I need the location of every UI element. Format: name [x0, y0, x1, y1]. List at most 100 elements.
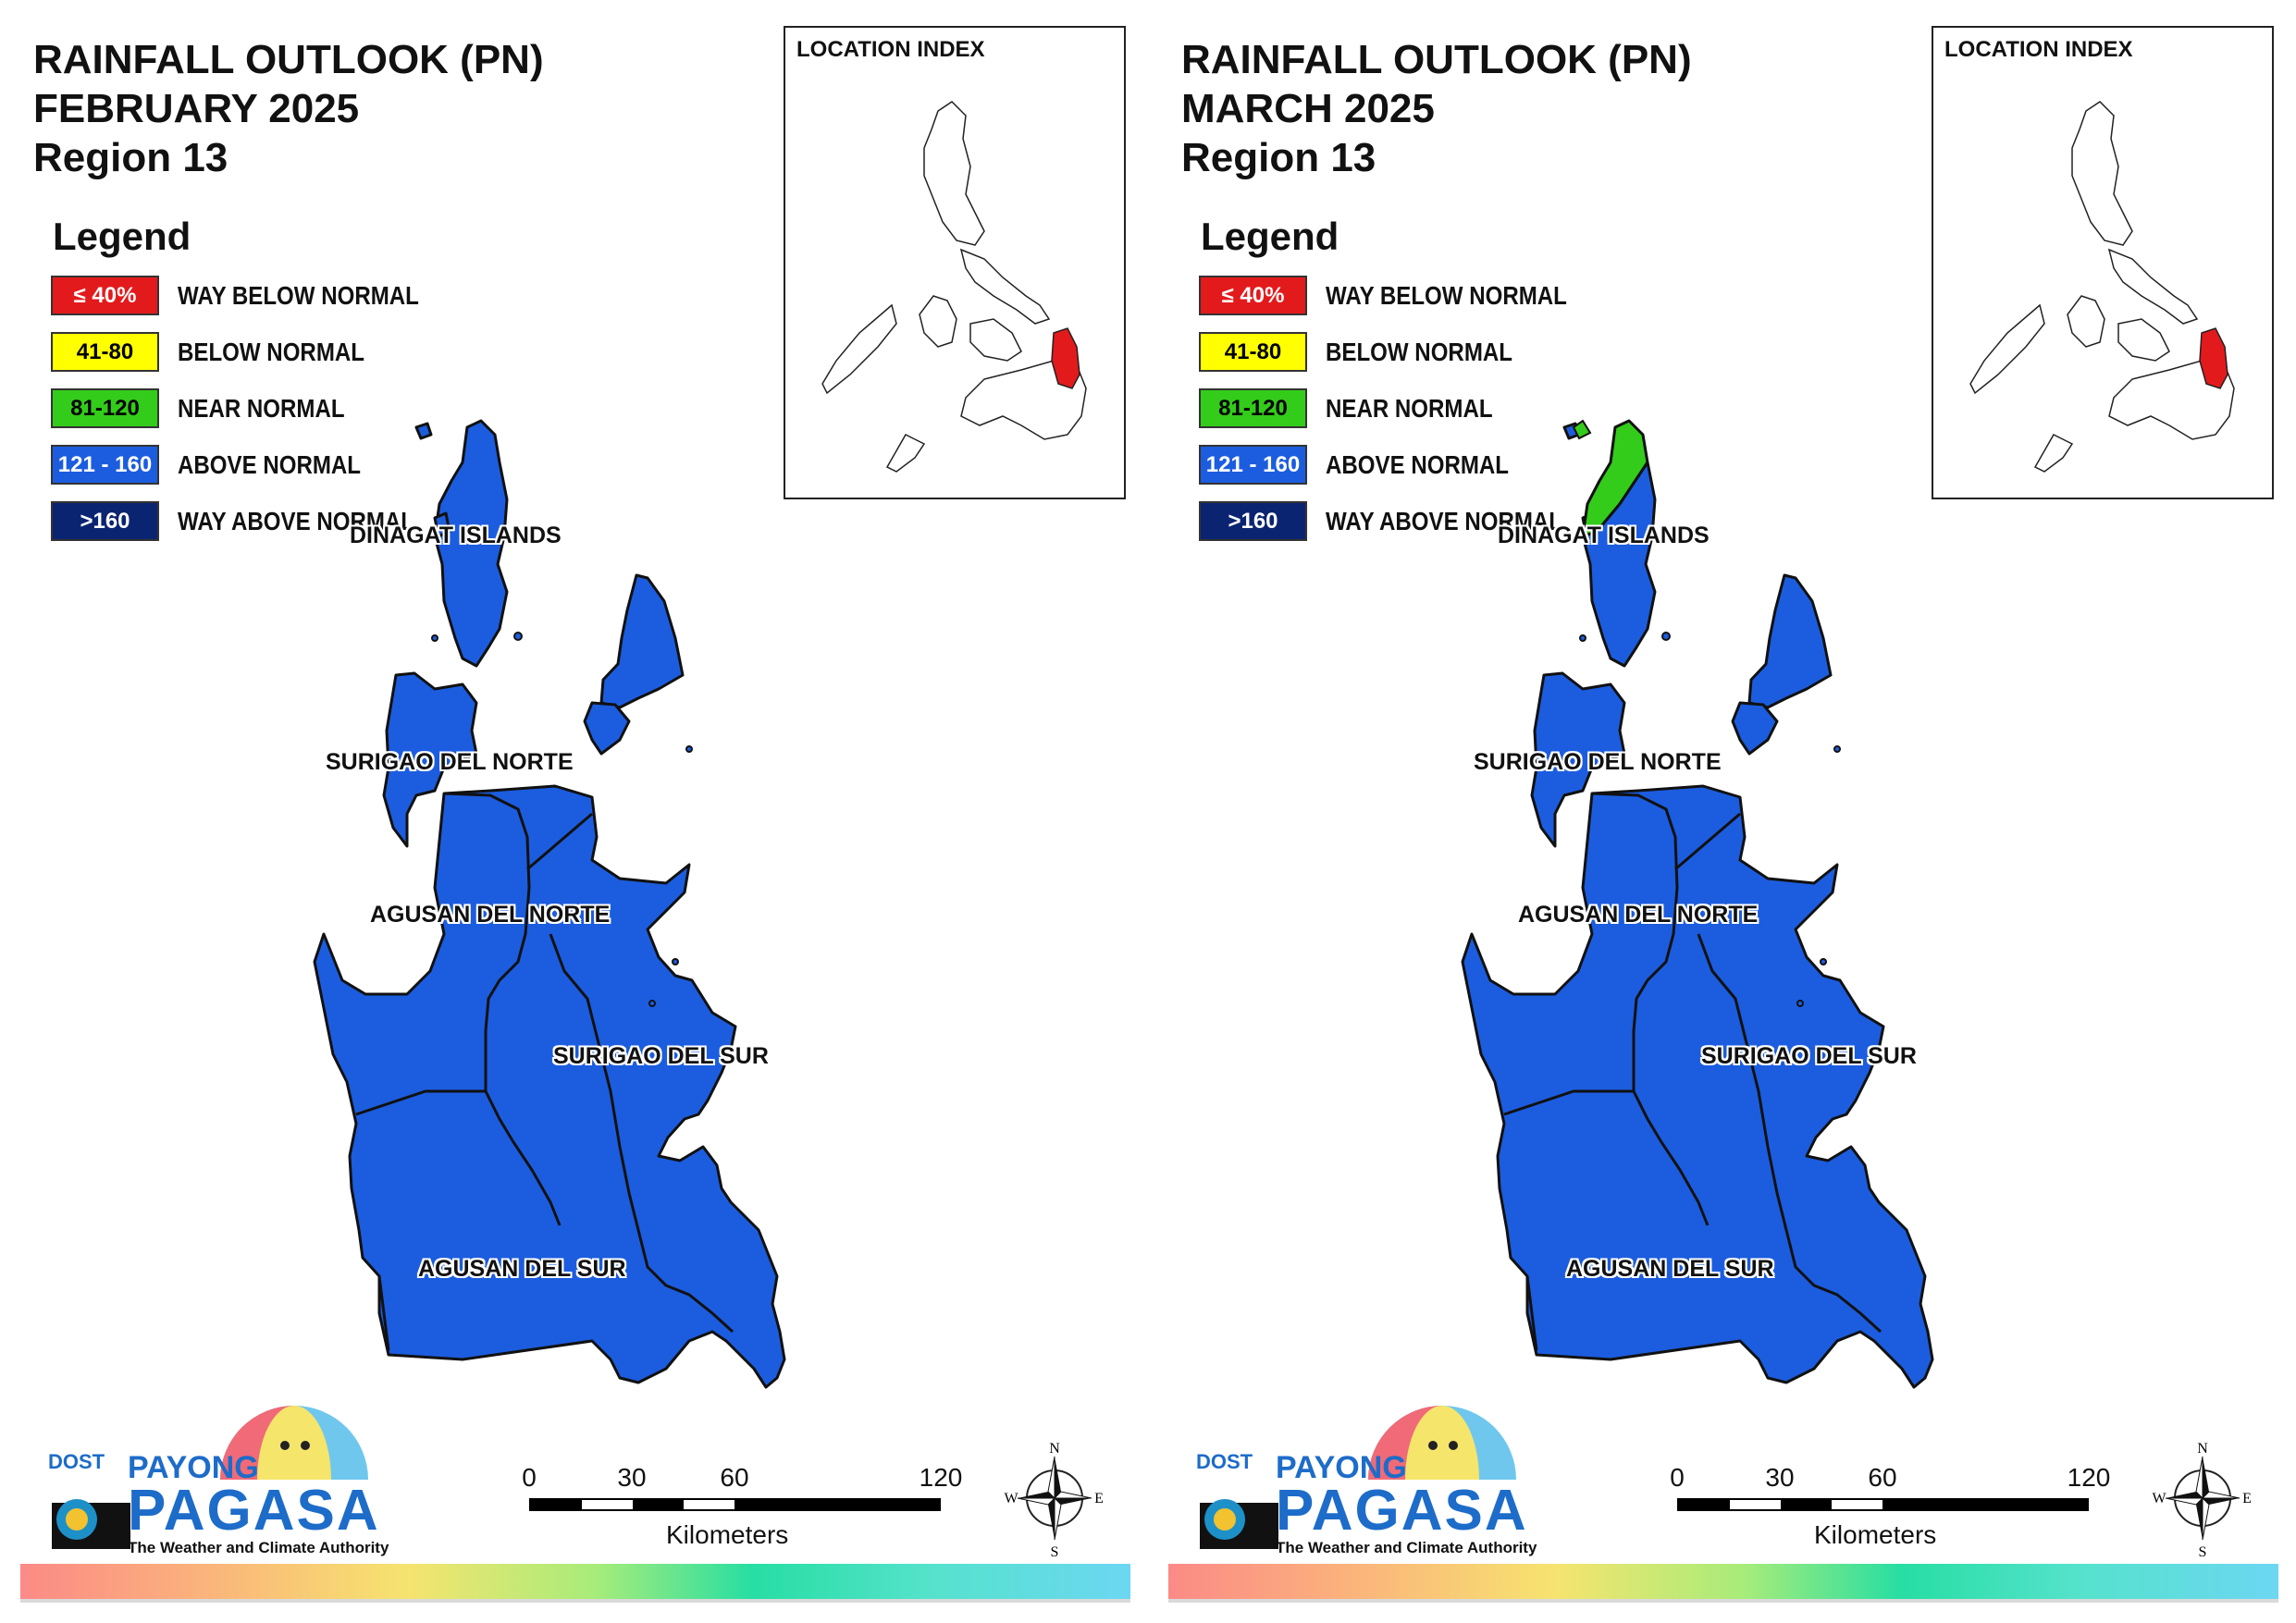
title-line-2: FEBRUARY 2025 [33, 86, 360, 131]
legend-row-near: 81-120 NEAR NORMAL [51, 388, 345, 445]
siargao-island [599, 573, 685, 709]
scale-unit: Kilometers [1814, 1520, 1937, 1549]
legend-row-way-above: >160 WAY ABOVE NORMAL [51, 501, 414, 558]
label-surigao-del-norte: SURIGAO DEL NORTE [326, 749, 574, 775]
legend-label: BELOW NORMAL [1326, 338, 1512, 366]
legend-label: BELOW NORMAL [178, 338, 364, 366]
legend: Legend ≤ 40% WAY BELOW NORMAL 41-80 BELO… [1199, 215, 1567, 558]
mainland-area [1461, 784, 1934, 1389]
compass-s: S [1051, 1544, 1059, 1558]
location-index-inset: LOCATION INDEX [784, 26, 1126, 499]
siargao-island [1747, 573, 1833, 709]
inset-title: LOCATION INDEX [796, 37, 985, 62]
legend-label: WAY ABOVE NORMAL [1326, 507, 1562, 535]
scale-bar-segments [1677, 1498, 2089, 1511]
title-line-1: RAINFALL OUTLOOK (PN) [1181, 37, 1692, 82]
surigao-del-norte-area [382, 671, 478, 848]
scale-bar: 0 30 60 120 Kilometers [522, 1463, 962, 1555]
footer-gradient-bar [20, 1564, 1130, 1599]
footer-gradient-bar [1168, 1564, 2278, 1599]
payong-pagasa-logo [1200, 1406, 1516, 1549]
legend-row-way-above: >160 WAY ABOVE NORMAL [1199, 501, 1562, 558]
legend-row-above: 121 - 160 ABOVE NORMAL [51, 445, 361, 501]
legend-swatch: 81-120 [51, 388, 159, 428]
location-index-inset: LOCATION INDEX [1932, 26, 2274, 499]
region-13-map [1461, 419, 1934, 1389]
label-surigao-del-sur: SURIGAO DEL SUR [553, 1043, 769, 1069]
label-agusan-del-norte: AGUSAN DEL NORTE [370, 902, 611, 928]
legend-label: NEAR NORMAL [1326, 394, 1493, 423]
label-surigao-del-norte: SURIGAO DEL NORTE [1474, 749, 1722, 775]
label-dinagat-islands: DINAGAT ISLANDS [350, 523, 562, 548]
label-agusan-del-sur: AGUSAN DEL SUR [418, 1256, 626, 1282]
logo-tagline: The Weather and Climate Authority [1276, 1539, 1537, 1556]
logo-dost: DOST [48, 1450, 105, 1473]
label-agusan-del-sur: AGUSAN DEL SUR [1566, 1256, 1774, 1282]
philippines-outline-map [1969, 101, 2235, 473]
legend-swatch: >160 [51, 501, 159, 541]
legend: Legend ≤ 40% WAY BELOW NORMAL 41-80 BELO… [51, 215, 419, 558]
legend-label: WAY BELOW NORMAL [178, 281, 419, 310]
legend-heading: Legend [53, 215, 191, 258]
legend-swatch: 81-120 [1199, 388, 1307, 428]
scale-tick: 30 [617, 1463, 647, 1492]
legend-heading: Legend [1201, 215, 1339, 258]
legend-swatch: 41-80 [51, 332, 159, 372]
compass-s: S [2199, 1544, 2207, 1558]
legend-label: NEAR NORMAL [178, 394, 345, 423]
legend-label: ABOVE NORMAL [178, 450, 362, 479]
compass-e: E [2242, 1491, 2252, 1506]
logo-pagasa: PAGASA [128, 1479, 380, 1543]
surigao-del-norte-area [1530, 671, 1626, 848]
compass-w: W [2152, 1491, 2166, 1506]
title-line-3: Region 13 [33, 135, 228, 180]
mainland-area [313, 784, 786, 1389]
legend-label: ABOVE NORMAL [1326, 450, 1510, 479]
compass-n: N [2197, 1441, 2208, 1457]
map-title: RAINFALL OUTLOOK (PN) MARCH 2025 Region … [1181, 35, 1692, 182]
legend-row-below: 41-80 BELOW NORMAL [1199, 332, 1512, 388]
legend-swatch: ≤ 40% [51, 276, 159, 315]
logo-dost: DOST [1196, 1450, 1253, 1473]
legend-row-above: 121 - 160 ABOVE NORMAL [1199, 445, 1509, 501]
scale-tick: 0 [522, 1463, 537, 1492]
payong-pagasa-logo [52, 1406, 368, 1549]
outlook-panel-march: RAINFALL OUTLOOK (PN) MARCH 2025 Region … [1148, 0, 2296, 1623]
scale-bar: 0 30 60 120 Kilometers [1670, 1463, 2110, 1555]
footer-line [20, 1599, 1130, 1603]
compass-n: N [1049, 1441, 1060, 1457]
outlook-panel-february: RAINFALL OUTLOOK (PN) FEBRUARY 2025 Regi… [20, 26, 1130, 1603]
legend-swatch: >160 [1199, 501, 1307, 541]
inset-title: LOCATION INDEX [1944, 37, 2133, 62]
scale-tick: 120 [919, 1463, 963, 1492]
dinagat-islands-area [433, 419, 509, 668]
logo-pagasa: PAGASA [1276, 1479, 1528, 1543]
label-agusan-del-norte: AGUSAN DEL NORTE [1518, 902, 1759, 928]
legend-swatch: 41-80 [1199, 332, 1307, 372]
scale-tick: 120 [2067, 1463, 2111, 1492]
dinagat-above-normal-area [1581, 461, 1657, 668]
scale-tick: 60 [1868, 1463, 1897, 1492]
title-line-3: Region 13 [1181, 135, 1376, 180]
legend-swatch: 121 - 160 [1199, 445, 1307, 485]
legend-row-way-below: ≤ 40% WAY BELOW NORMAL [1199, 276, 1567, 332]
scale-bar-segments [529, 1498, 941, 1511]
legend-swatch: 121 - 160 [51, 445, 159, 485]
compass-rose-icon: N S W E [1004, 1441, 1103, 1558]
scale-tick: 30 [1765, 1463, 1795, 1492]
compass-w: W [1004, 1491, 1018, 1506]
region-13-map [313, 419, 786, 1389]
title-line-1: RAINFALL OUTLOOK (PN) [33, 37, 544, 82]
title-line-2: MARCH 2025 [1181, 86, 1435, 131]
logo-payong: PAYONG [1276, 1450, 1407, 1485]
logo-payong: PAYONG [128, 1450, 259, 1485]
map-title: RAINFALL OUTLOOK (PN) FEBRUARY 2025 Regi… [33, 35, 544, 182]
logo-tagline: The Weather and Climate Authority [128, 1539, 389, 1556]
compass-rose-icon: N S W E [2152, 1441, 2252, 1558]
philippines-outline-map [821, 101, 1087, 473]
scale-tick: 0 [1670, 1463, 1685, 1492]
footer-line [1168, 1599, 2278, 1603]
legend-row-way-below: ≤ 40% WAY BELOW NORMAL [51, 276, 419, 332]
label-surigao-del-sur: SURIGAO DEL SUR [1701, 1043, 1917, 1069]
region-13-highlight [2199, 327, 2228, 389]
